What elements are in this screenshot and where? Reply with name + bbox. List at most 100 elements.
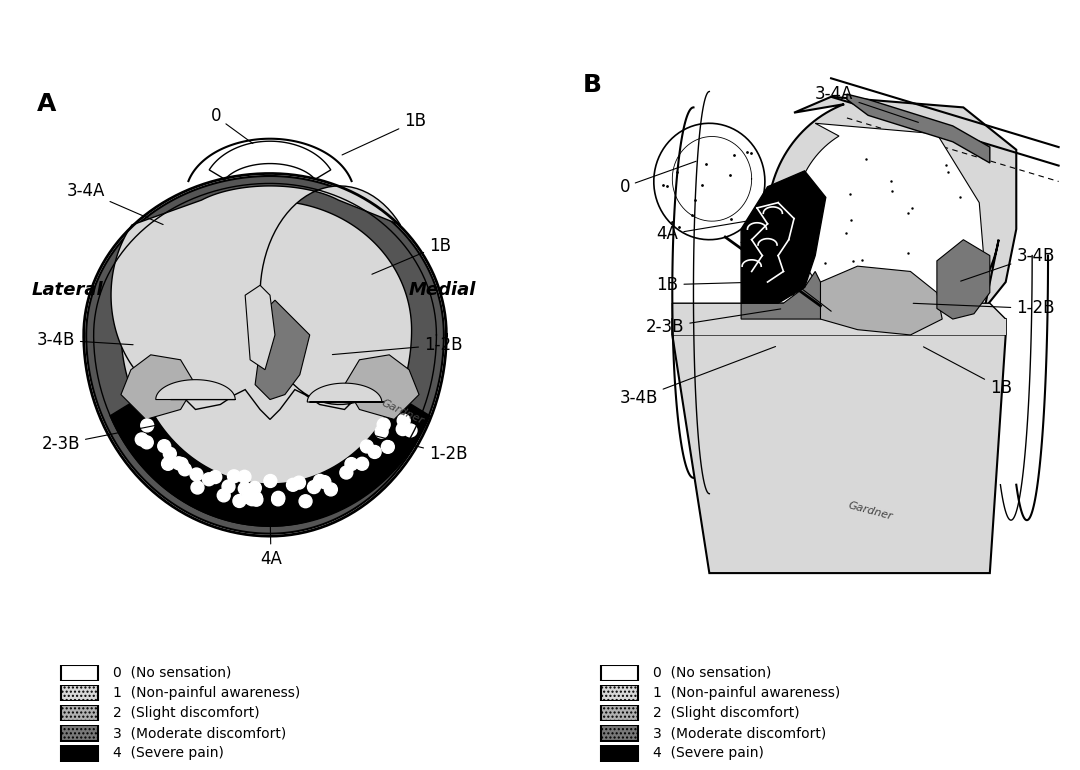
Circle shape xyxy=(396,423,409,436)
Polygon shape xyxy=(156,380,235,400)
Polygon shape xyxy=(653,123,765,239)
Polygon shape xyxy=(741,272,826,319)
Text: 3-4B: 3-4B xyxy=(620,346,775,407)
Polygon shape xyxy=(308,383,384,402)
Text: 3  (Moderate discomfort): 3 (Moderate discomfort) xyxy=(113,726,286,740)
Polygon shape xyxy=(794,123,985,314)
Text: 1B: 1B xyxy=(372,236,451,274)
Text: 0  (No sensation): 0 (No sensation) xyxy=(653,666,772,680)
Polygon shape xyxy=(110,395,430,526)
Circle shape xyxy=(345,457,357,470)
Text: Gardner: Gardner xyxy=(847,500,894,522)
Text: Gardner: Gardner xyxy=(379,398,426,427)
Text: 3-4B: 3-4B xyxy=(37,331,133,349)
Circle shape xyxy=(208,470,221,484)
Text: 1B: 1B xyxy=(342,112,427,155)
Text: 1-2B: 1-2B xyxy=(914,300,1055,317)
Circle shape xyxy=(175,457,188,470)
Polygon shape xyxy=(210,141,330,179)
Text: 1  (Non-painful awareness): 1 (Non-painful awareness) xyxy=(113,686,300,700)
Text: 1B: 1B xyxy=(657,276,759,293)
Text: 1B: 1B xyxy=(923,346,1012,397)
Polygon shape xyxy=(672,303,1005,335)
Text: 3-4A: 3-4A xyxy=(66,182,163,225)
Circle shape xyxy=(202,473,215,486)
Polygon shape xyxy=(345,355,419,420)
Text: 2  (Slight discomfort): 2 (Slight discomfort) xyxy=(653,706,800,720)
Text: 4  (Severe pain): 4 (Severe pain) xyxy=(113,746,225,760)
Text: 2-3B: 2-3B xyxy=(646,309,781,336)
Text: 4A: 4A xyxy=(657,219,759,243)
Circle shape xyxy=(249,491,262,504)
Circle shape xyxy=(140,436,153,449)
Text: 0: 0 xyxy=(211,107,253,143)
Circle shape xyxy=(238,470,251,484)
Polygon shape xyxy=(121,355,195,420)
Text: 0  (No sensation): 0 (No sensation) xyxy=(113,666,232,680)
Circle shape xyxy=(264,474,276,487)
Circle shape xyxy=(272,491,285,504)
Circle shape xyxy=(375,425,388,438)
Circle shape xyxy=(233,494,246,507)
Text: B: B xyxy=(582,72,602,96)
Text: 1-2B: 1-2B xyxy=(372,435,468,464)
Circle shape xyxy=(313,474,326,487)
Circle shape xyxy=(271,493,284,506)
Circle shape xyxy=(228,470,241,483)
Polygon shape xyxy=(121,201,411,494)
Text: 3-4A: 3-4A xyxy=(815,85,918,122)
Circle shape xyxy=(173,457,185,470)
Circle shape xyxy=(286,478,299,491)
Polygon shape xyxy=(111,186,401,420)
Circle shape xyxy=(368,446,381,458)
Circle shape xyxy=(245,493,258,506)
Circle shape xyxy=(162,457,175,470)
Polygon shape xyxy=(937,239,990,319)
Circle shape xyxy=(190,468,203,481)
Circle shape xyxy=(340,466,353,479)
Circle shape xyxy=(217,489,230,502)
Polygon shape xyxy=(768,97,1016,340)
Polygon shape xyxy=(741,171,826,303)
Circle shape xyxy=(381,440,394,454)
Circle shape xyxy=(308,480,321,494)
Circle shape xyxy=(178,463,191,476)
Circle shape xyxy=(222,480,235,493)
Text: 0: 0 xyxy=(620,161,697,196)
Text: 3-4B: 3-4B xyxy=(961,246,1055,281)
Text: 2  (Slight discomfort): 2 (Slight discomfort) xyxy=(113,706,260,720)
Circle shape xyxy=(324,483,337,496)
Text: 3  (Moderate discomfort): 3 (Moderate discomfort) xyxy=(653,726,826,740)
Polygon shape xyxy=(245,285,275,370)
Circle shape xyxy=(397,414,410,427)
Text: Medial: Medial xyxy=(409,281,476,300)
Circle shape xyxy=(293,476,306,489)
Polygon shape xyxy=(255,300,310,400)
Circle shape xyxy=(249,494,262,506)
Circle shape xyxy=(243,491,255,504)
Circle shape xyxy=(361,440,374,453)
Circle shape xyxy=(140,419,153,432)
Text: 4  (Severe pain): 4 (Severe pain) xyxy=(653,746,765,760)
Circle shape xyxy=(191,481,204,494)
Circle shape xyxy=(404,424,417,437)
Circle shape xyxy=(158,440,171,453)
Text: 4A: 4A xyxy=(260,511,282,567)
Text: 1-2B: 1-2B xyxy=(333,336,462,354)
Circle shape xyxy=(239,482,252,495)
Polygon shape xyxy=(847,94,990,163)
Polygon shape xyxy=(86,176,444,534)
Circle shape xyxy=(248,481,261,494)
Text: 1  (Non-painful awareness): 1 (Non-painful awareness) xyxy=(653,686,840,700)
Circle shape xyxy=(299,495,312,507)
Circle shape xyxy=(318,476,330,488)
Circle shape xyxy=(163,447,176,460)
Circle shape xyxy=(377,418,390,431)
Circle shape xyxy=(355,457,368,470)
Text: A: A xyxy=(37,92,56,116)
Text: 2-3B: 2-3B xyxy=(41,425,158,454)
Text: Lateral: Lateral xyxy=(31,281,104,300)
Polygon shape xyxy=(672,319,1005,335)
Polygon shape xyxy=(672,319,1005,573)
Circle shape xyxy=(135,433,148,446)
